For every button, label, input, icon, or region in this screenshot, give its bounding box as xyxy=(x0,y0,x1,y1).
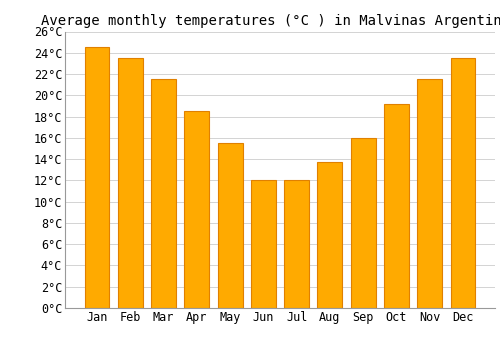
Bar xyxy=(450,58,475,308)
Bar xyxy=(218,143,242,308)
Bar xyxy=(417,79,442,308)
Bar xyxy=(151,79,176,308)
Bar xyxy=(384,104,409,308)
Bar xyxy=(284,180,309,308)
Title: Average monthly temperatures (°C ) in Malvinas Argentinas: Average monthly temperatures (°C ) in Ma… xyxy=(42,14,500,28)
Bar xyxy=(350,138,376,308)
Bar xyxy=(184,111,210,308)
Bar xyxy=(84,48,110,308)
Bar xyxy=(118,58,143,308)
Bar xyxy=(318,162,342,308)
Bar xyxy=(251,180,276,308)
